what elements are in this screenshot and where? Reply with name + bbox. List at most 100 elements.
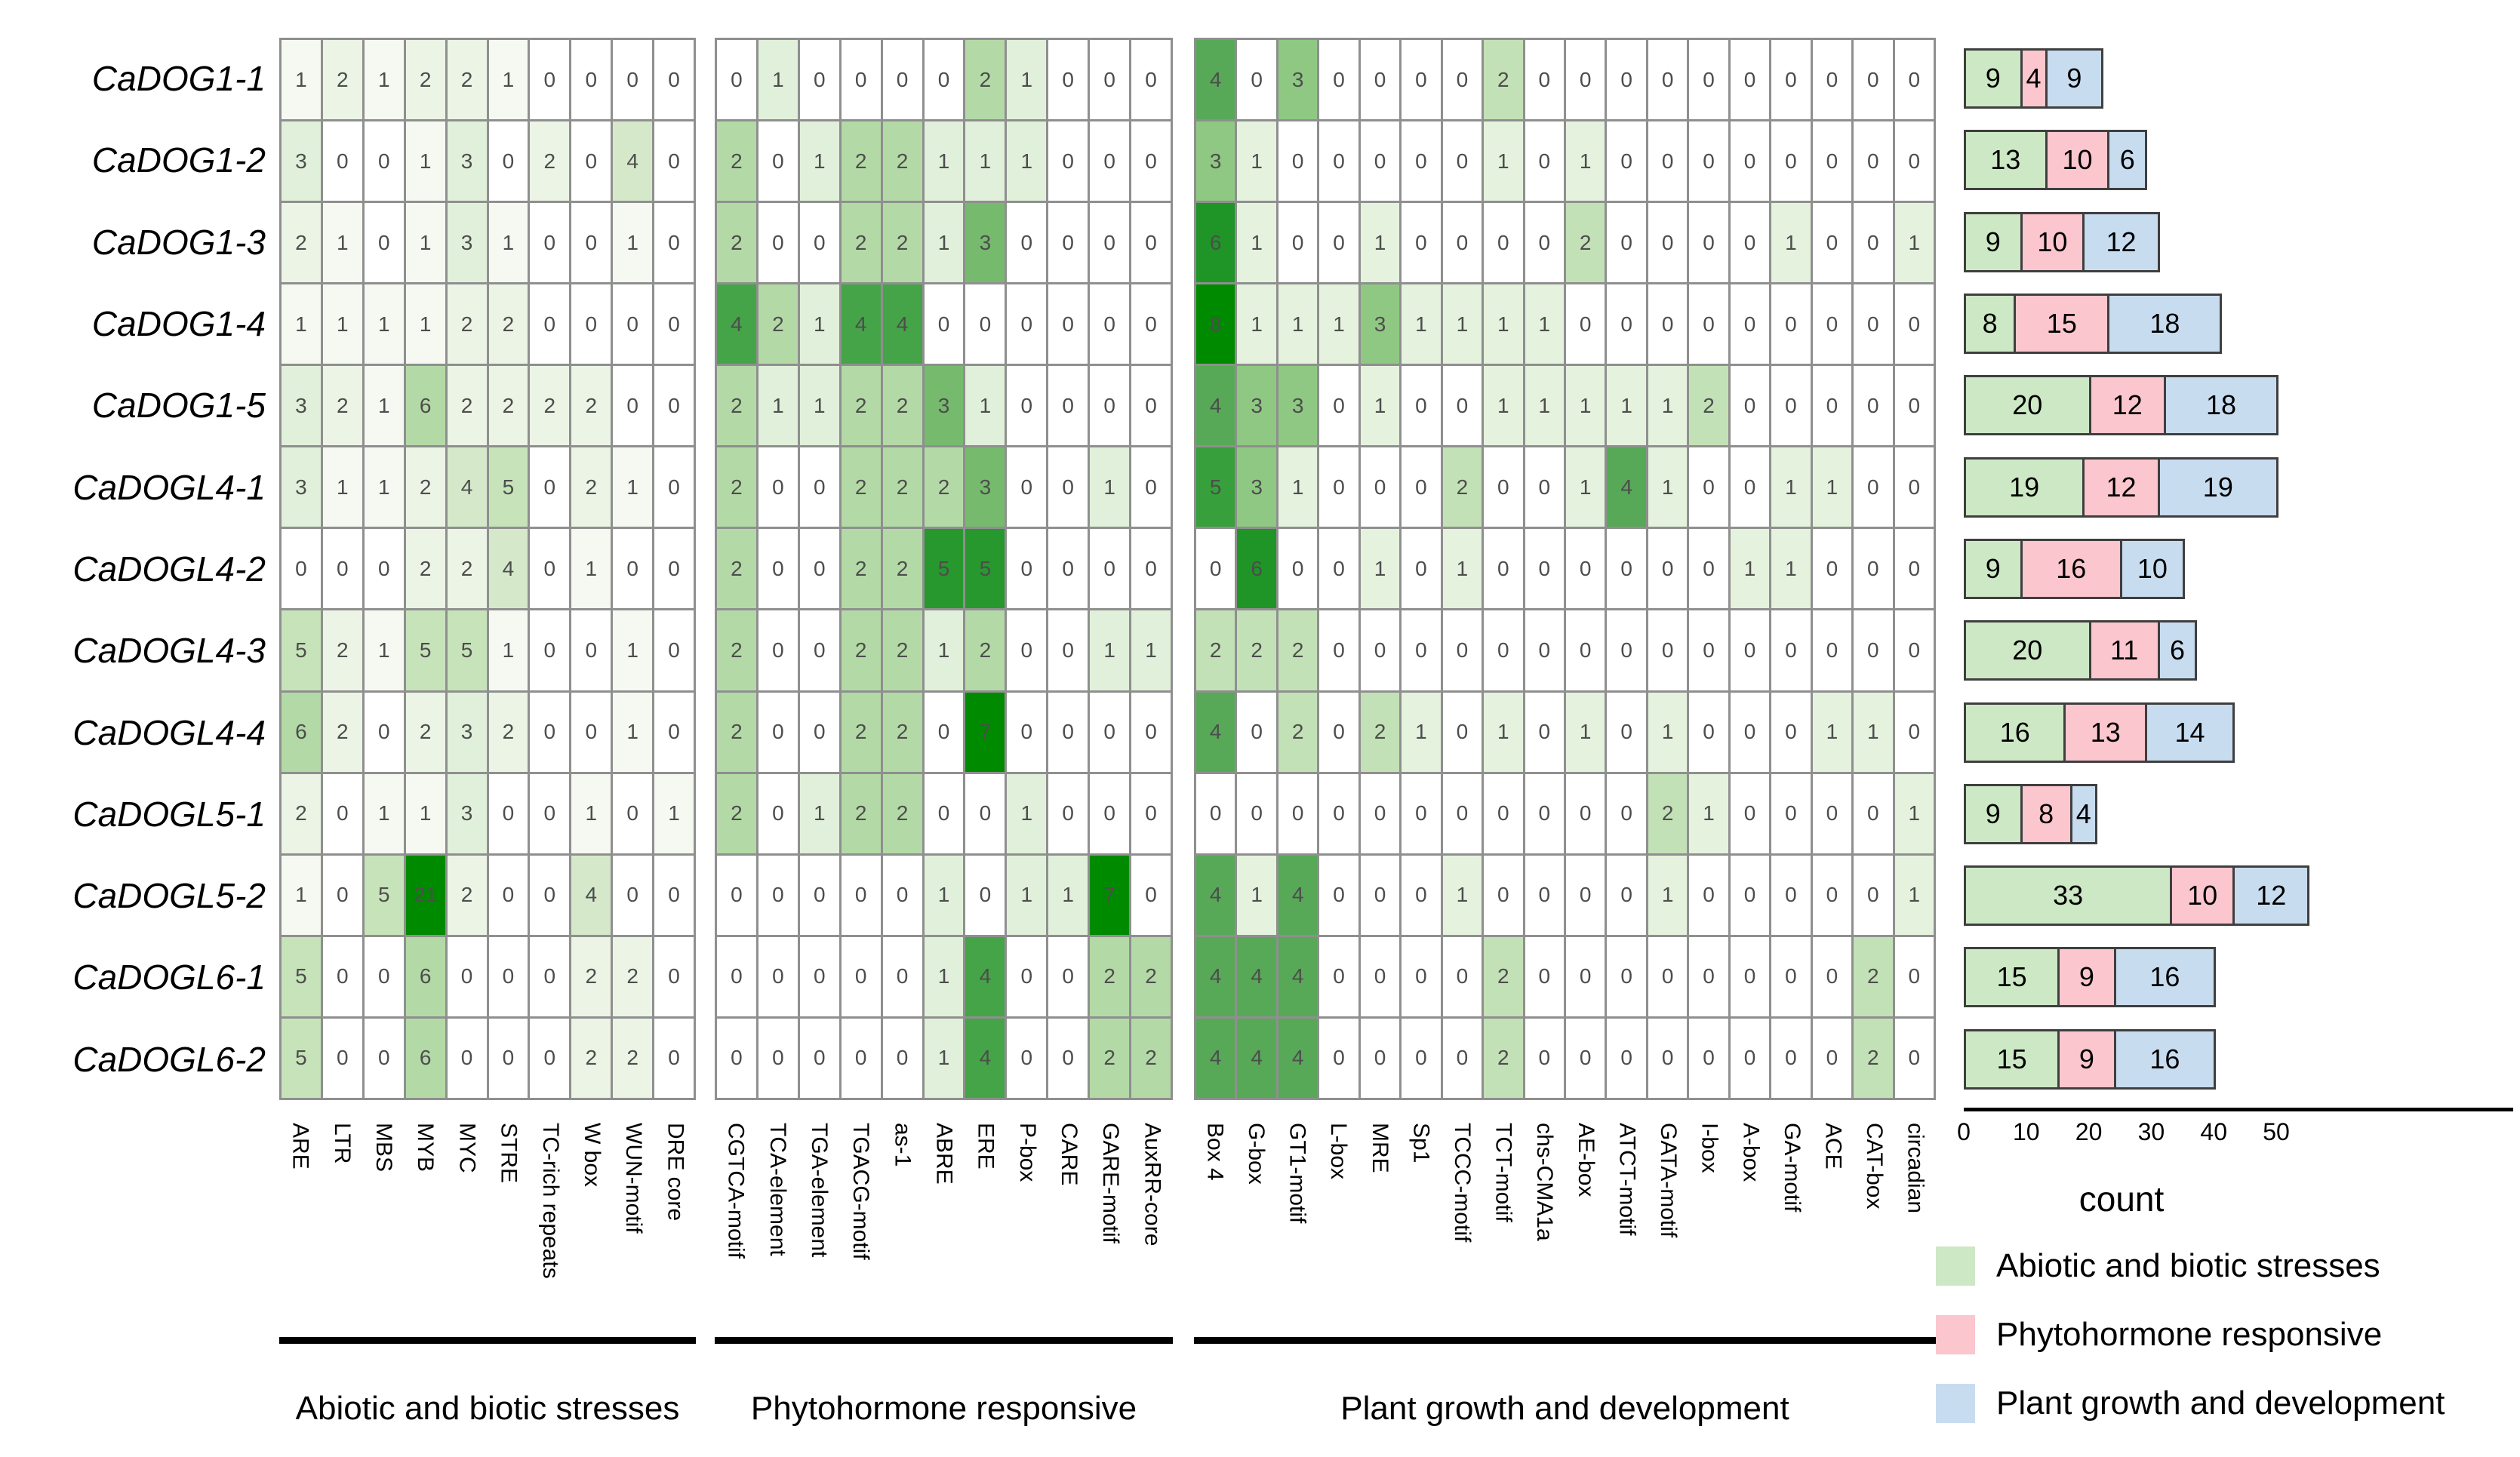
heatmap-cell: 0: [1442, 121, 1482, 201]
heatmap-cell: 1: [364, 773, 404, 853]
heatmap-cell: 0: [1730, 936, 1770, 1016]
heatmap-cell: 1: [364, 447, 404, 527]
heatmap-cell: 0: [1648, 1018, 1688, 1098]
heatmap-cell: 1: [1484, 366, 1523, 446]
heatmap-cell: 0: [1090, 366, 1130, 446]
heatmap-cell: 0: [841, 40, 881, 120]
heatmap-cell: 0: [1730, 692, 1770, 772]
gene-row-label: CaDOGL5-1: [72, 794, 266, 834]
heatmap-cell: 0: [1090, 121, 1130, 201]
heatmap-cell: 6: [282, 692, 321, 772]
heatmap-cell: 2: [405, 692, 445, 772]
bar-row: 15 9 16: [1964, 947, 2217, 1008]
heatmap-cell: 2: [1090, 1018, 1130, 1098]
heatmap-cell: 2: [1565, 203, 1605, 283]
heatmap-cell: 1: [1007, 121, 1047, 201]
x-tick-label: 10: [2013, 1118, 2040, 1145]
heatmap-cell: 3: [447, 773, 487, 853]
heatmap-cell: 0: [1648, 529, 1688, 609]
heatmap-cell: 0: [799, 936, 839, 1016]
heatmap-cell: 0: [1607, 121, 1646, 201]
x-tick-label: 20: [2075, 1118, 2103, 1145]
heatmap-cell: 2: [488, 692, 528, 772]
heatmap-cell: 0: [530, 855, 570, 935]
heatmap-cell: 0: [882, 855, 922, 935]
heatmap-cell: 0: [1730, 366, 1770, 446]
heatmap-cell: 0: [1402, 40, 1441, 120]
heatmap-cell: 0: [1442, 1018, 1482, 1098]
heatmap-cell: 2: [717, 121, 756, 201]
heatmap-cell: 3: [1278, 40, 1318, 120]
heatmap-cell: 4: [1278, 1018, 1318, 1098]
bar-value: 9: [1985, 552, 2001, 584]
bar-segment: 9: [2045, 48, 2104, 109]
heatmap-cell: 2: [758, 284, 798, 364]
motif-col-label: as-1: [890, 1123, 915, 1167]
heatmap-cell: 0: [530, 447, 570, 527]
heatmap-cell: 0: [1730, 1018, 1770, 1098]
bar-value: 18: [2205, 389, 2236, 421]
heatmap-cell: 0: [1607, 529, 1646, 609]
gene-row-label: CaDOG1-4: [91, 304, 266, 344]
heatmap-cell: 1: [965, 121, 1005, 201]
heatmap-cell: 0: [1048, 366, 1088, 446]
bar-segment: 6: [2157, 620, 2198, 681]
heatmap-cell: 3: [282, 366, 321, 446]
group-underline: [715, 1337, 1173, 1344]
heatmap-cell: 0: [1484, 773, 1523, 853]
heatmap-cell: 2: [841, 610, 881, 690]
heatmap-cell: 2: [1131, 936, 1171, 1016]
heatmap-cell: 0: [1319, 773, 1358, 853]
heatmap-cell: 0: [1360, 773, 1400, 853]
heatmap-cell: 0: [841, 1018, 881, 1098]
heatmap-cell: 0: [322, 936, 362, 1016]
motif-col-label: CGTCA-motif: [723, 1123, 749, 1259]
heatmap-cell: 0: [1854, 366, 1893, 446]
heatmap-cell: 2: [882, 610, 922, 690]
bar-value: 6: [2169, 635, 2186, 666]
legend-label: Abiotic and biotic stresses: [1996, 1247, 2380, 1284]
heatmap-cell: 0: [654, 284, 694, 364]
heatmap-cell: 0: [654, 529, 694, 609]
heatmap-cell: 0: [654, 936, 694, 1016]
heatmap-cell: 0: [1648, 284, 1688, 364]
heatmap-cell: 0: [447, 1018, 487, 1098]
heatmap-cell: 0: [1131, 447, 1171, 527]
heatmap-cell: 0: [488, 936, 528, 1016]
heatmap-cell: 2: [882, 366, 922, 446]
heatmap-cell: 1: [322, 203, 362, 283]
heatmap-cell: 0: [1607, 773, 1646, 853]
heatmap-cell: 0: [1048, 773, 1088, 853]
heatmap-cell: 0: [1360, 936, 1400, 1016]
heatmap-cell: 0: [1894, 692, 1934, 772]
heatmap-cell: 4: [447, 447, 487, 527]
heatmap-cell: 0: [322, 855, 362, 935]
bar-value: 10: [2062, 144, 2093, 176]
heatmap-cell: 0: [1812, 121, 1852, 201]
heatmap-cell: 4: [1278, 855, 1318, 935]
heatmap-cell: 0: [1442, 203, 1482, 283]
motif-col-label: TGACG-motif: [848, 1123, 874, 1260]
heatmap-cell: 0: [322, 1018, 362, 1098]
heatmap-cell: 1: [1090, 447, 1130, 527]
heatmap-cell: 0: [1812, 773, 1852, 853]
heatmap-cell: 0: [1565, 284, 1605, 364]
heatmap-cell: 0: [1689, 203, 1728, 283]
heatmap-cell: 0: [571, 203, 611, 283]
heatmap-cell: 3: [1278, 366, 1318, 446]
heatmap-cell: 0: [488, 773, 528, 853]
heatmap-cell: 0: [1854, 284, 1893, 364]
heatmap-cell: 3: [965, 447, 1005, 527]
bar-value: 12: [2256, 880, 2287, 911]
motif-col-label: STRE: [496, 1123, 522, 1184]
heatmap-cell: 0: [1048, 121, 1088, 201]
heatmap-cell: 0: [717, 40, 756, 120]
heatmap-cell: 0: [882, 1018, 922, 1098]
gene-row-label: CaDOGL5-2: [72, 876, 266, 916]
bar-value: 9: [2078, 961, 2094, 993]
heatmap-cell: 2: [571, 447, 611, 527]
heatmap-cell: 0: [1484, 529, 1523, 609]
heatmap-cell: 1: [364, 366, 404, 446]
